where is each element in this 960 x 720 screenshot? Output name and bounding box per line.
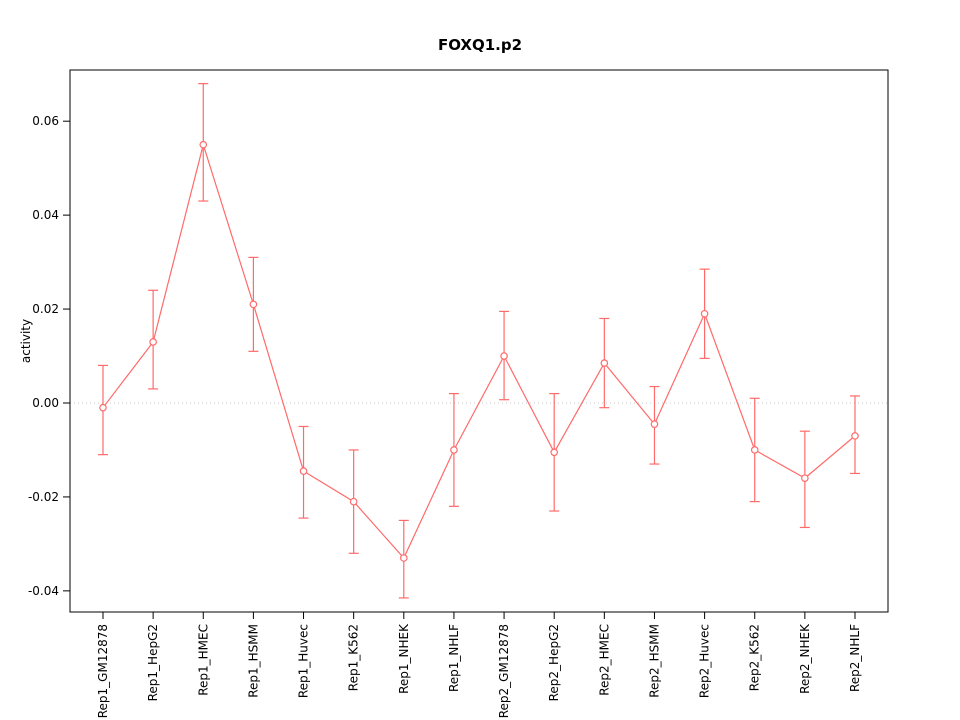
svg-text:Rep1_GM12878: Rep1_GM12878 — [96, 624, 110, 718]
svg-text:Rep1_Huvec: Rep1_Huvec — [297, 624, 311, 698]
plot-border — [69, 69, 889, 613]
y-axis: -0.04 -0.02 0.00 0.02 0.04 0.06 — [28, 114, 70, 598]
svg-text:Rep1_HepG2: Rep1_HepG2 — [146, 624, 160, 701]
svg-text:Rep1_K562: Rep1_K562 — [347, 624, 361, 691]
svg-text:Rep2_HMEC: Rep2_HMEC — [597, 624, 611, 696]
svg-text:Rep1_HMEC: Rep1_HMEC — [196, 624, 210, 696]
chart-title: FOXQ1.p2 — [437, 36, 523, 54]
svg-text:Rep2_K562: Rep2_K562 — [748, 624, 762, 691]
error-bars — [98, 83, 860, 599]
svg-text:0.02: 0.02 — [32, 302, 59, 316]
svg-text:Rep2_NHLF: Rep2_NHLF — [848, 624, 862, 692]
svg-text:-0.02: -0.02 — [28, 490, 59, 504]
svg-text:Rep2_NHEK: Rep2_NHEK — [798, 623, 812, 694]
data-points — [99, 140, 859, 562]
svg-text:-0.04: -0.04 — [28, 584, 59, 598]
y-axis-label: activity — [19, 318, 33, 364]
svg-text:0.04: 0.04 — [32, 208, 59, 222]
data-series-line — [102, 142, 856, 560]
svg-text:Rep1_HSMM: Rep1_HSMM — [246, 624, 260, 698]
svg-text:Rep1_NHLF: Rep1_NHLF — [447, 624, 461, 692]
svg-text:0.06: 0.06 — [32, 114, 59, 128]
svg-text:0.00: 0.00 — [32, 396, 59, 410]
svg-text:Rep2_Huvec: Rep2_Huvec — [698, 624, 712, 698]
svg-text:Rep2_HepG2: Rep2_HepG2 — [547, 624, 561, 701]
svg-text:Rep1_NHEK: Rep1_NHEK — [397, 623, 411, 694]
x-axis: Rep1_GM12878 Rep1_HepG2 Rep1_HMEC Rep1_HSMM… — [96, 612, 862, 718]
svg-text:Rep2_GM12878: Rep2_GM12878 — [497, 624, 511, 718]
svg-text:Rep2_HSMM: Rep2_HSMM — [647, 624, 661, 698]
